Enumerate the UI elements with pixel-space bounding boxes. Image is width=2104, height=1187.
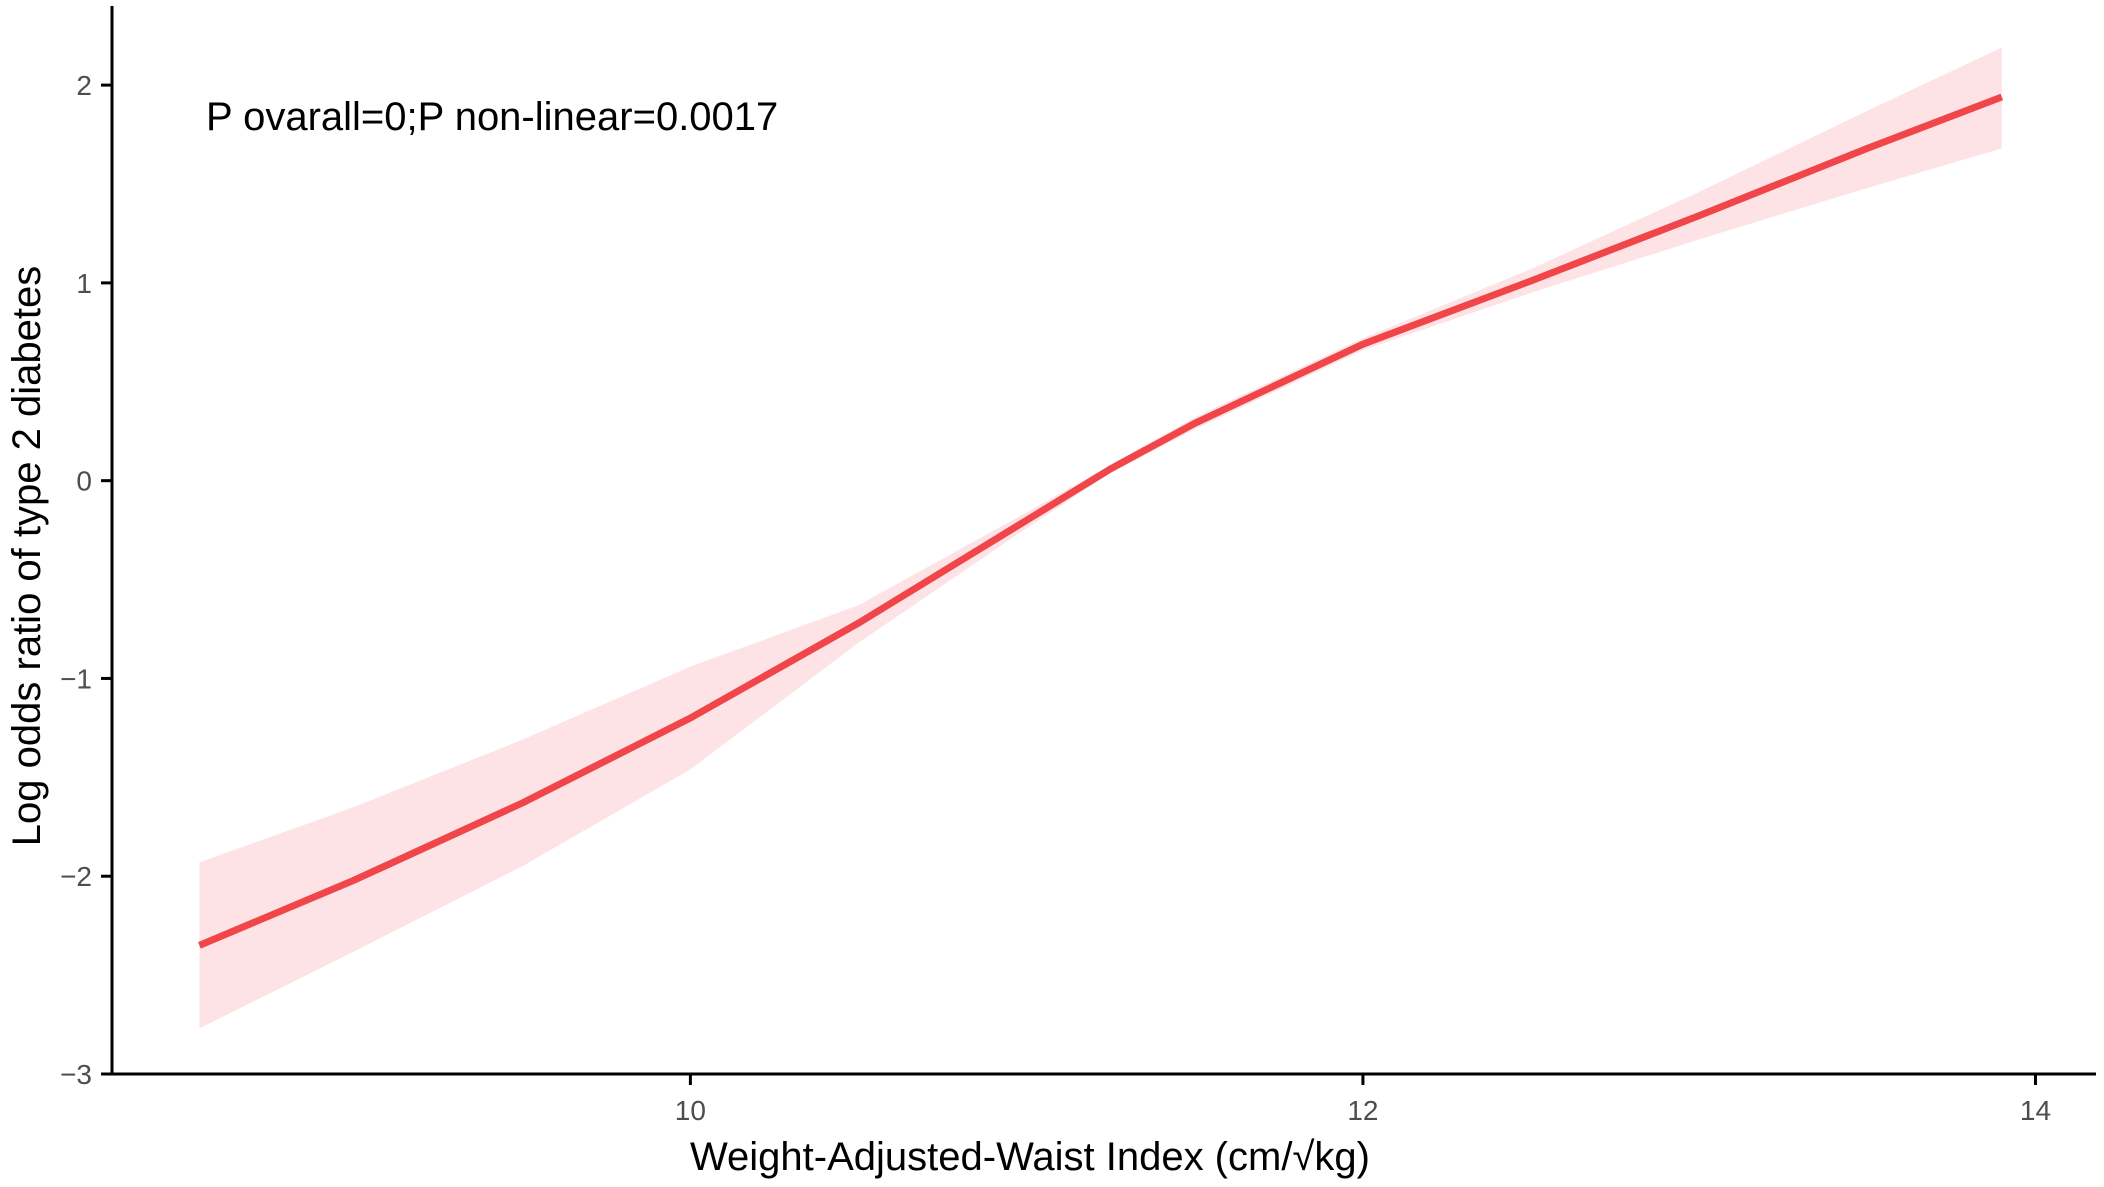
y-axis-title: Log odds ratio of type 2 diabetes	[5, 266, 49, 846]
y-tick-label: −1	[60, 663, 92, 694]
x-tick-label: 10	[675, 1095, 706, 1126]
x-tick-label: 14	[2020, 1095, 2051, 1126]
fitted-line-0	[198, 93, 2004, 949]
y-tick-label: −3	[60, 1059, 92, 1090]
p-value-annotation: P ovarall=0;P non-linear=0.0017	[206, 95, 778, 139]
x-axis-title: Weight-Adjusted-Waist Index (cm/√kg)	[690, 1135, 1370, 1179]
y-tick-label: 2	[76, 70, 92, 101]
y-tick-label: −2	[60, 861, 92, 892]
plot-area	[198, 47, 2004, 1029]
x-tick-label: 12	[1347, 1095, 1378, 1126]
confidence-band-0	[199, 47, 2002, 1029]
y-tick-label: 1	[76, 268, 92, 299]
y-tick-label: 0	[76, 466, 92, 497]
